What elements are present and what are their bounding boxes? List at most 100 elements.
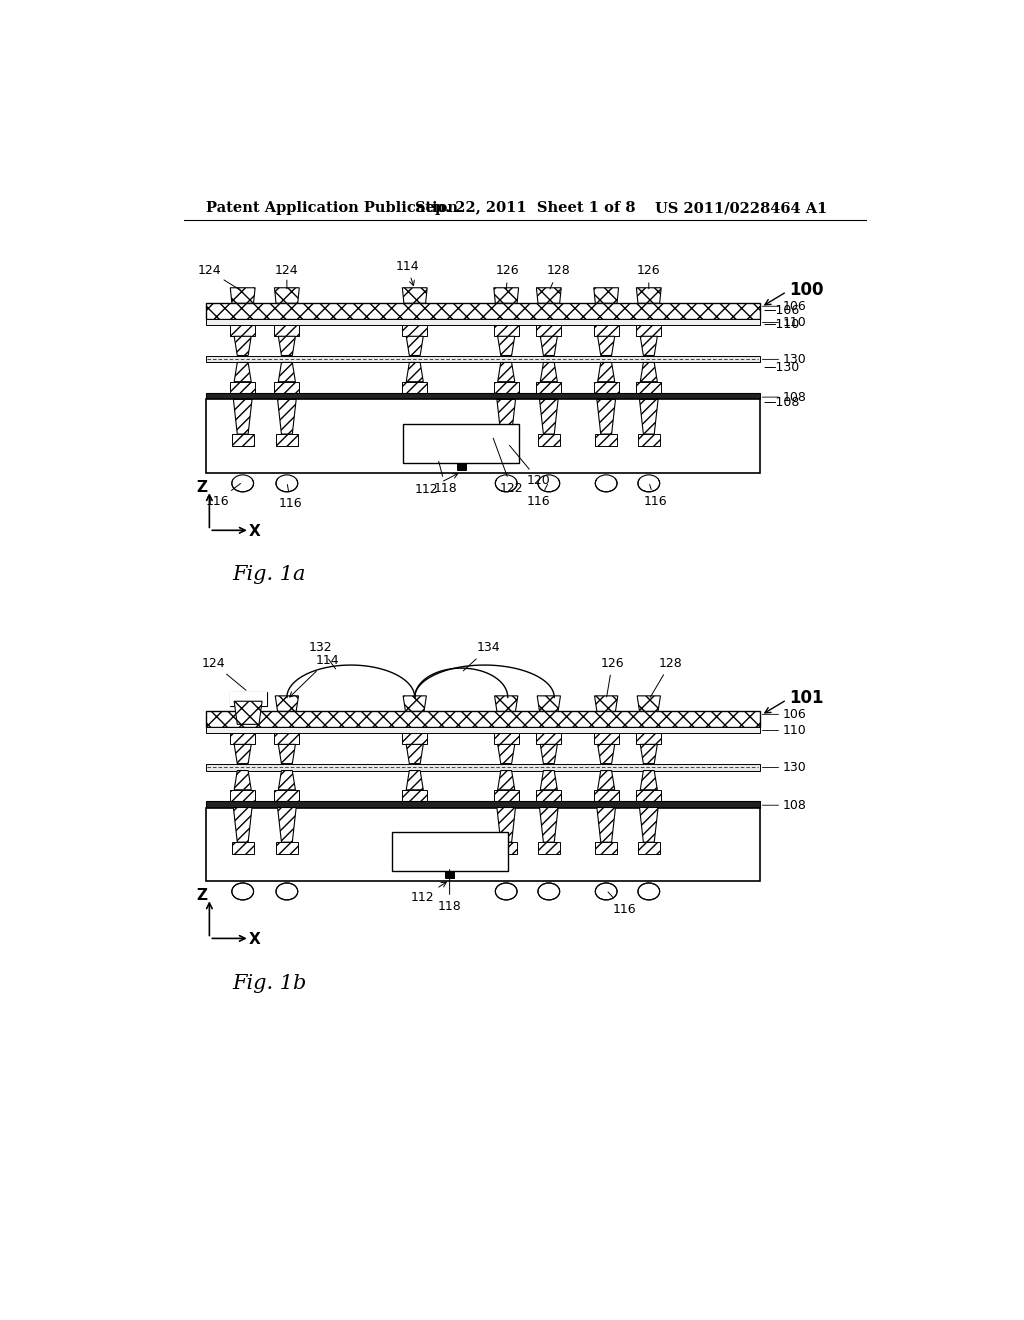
Polygon shape: [407, 744, 423, 763]
Polygon shape: [234, 363, 251, 381]
Text: Patent Application Publication: Patent Application Publication: [206, 202, 458, 215]
Text: 128: 128: [546, 264, 570, 289]
Ellipse shape: [231, 883, 254, 900]
Polygon shape: [234, 701, 262, 725]
Bar: [402, 325, 427, 337]
Polygon shape: [498, 363, 515, 381]
Text: 110: 110: [783, 723, 807, 737]
Text: 126: 126: [600, 656, 625, 697]
Ellipse shape: [276, 475, 298, 492]
Bar: [229, 692, 266, 706]
Ellipse shape: [496, 475, 517, 492]
Text: —106: —106: [764, 305, 800, 317]
Polygon shape: [594, 288, 618, 304]
Bar: [206, 726, 760, 733]
Polygon shape: [640, 808, 658, 842]
Bar: [496, 434, 517, 446]
Bar: [206, 318, 760, 325]
Text: X: X: [249, 524, 260, 540]
Text: 106: 106: [783, 300, 807, 313]
Bar: [206, 400, 760, 473]
Polygon shape: [279, 744, 295, 763]
Bar: [231, 434, 254, 446]
Bar: [274, 381, 299, 393]
Text: 116: 116: [527, 484, 551, 508]
Text: Sep. 22, 2011  Sheet 1 of 8: Sep. 22, 2011 Sheet 1 of 8: [415, 202, 635, 215]
Polygon shape: [598, 771, 614, 789]
Text: 112: 112: [415, 474, 458, 496]
Polygon shape: [403, 696, 426, 711]
Bar: [274, 325, 299, 337]
Text: X: X: [249, 932, 260, 948]
Text: 116: 116: [206, 483, 241, 508]
Polygon shape: [402, 288, 427, 304]
Bar: [403, 424, 519, 462]
Bar: [537, 381, 561, 393]
Text: Fig. 1b: Fig. 1b: [232, 974, 307, 993]
Text: 120: 120: [510, 445, 551, 487]
Polygon shape: [233, 808, 252, 842]
Polygon shape: [234, 771, 251, 789]
Bar: [278, 474, 296, 487]
Polygon shape: [233, 400, 252, 434]
Bar: [402, 381, 427, 393]
Polygon shape: [407, 363, 423, 381]
Bar: [206, 393, 760, 400]
Bar: [538, 842, 560, 854]
Polygon shape: [407, 337, 423, 355]
Bar: [636, 325, 662, 337]
Text: 130: 130: [783, 352, 807, 366]
Polygon shape: [597, 808, 615, 842]
Bar: [230, 789, 255, 801]
Bar: [206, 808, 760, 880]
Text: 114: 114: [395, 260, 419, 285]
Ellipse shape: [496, 883, 517, 900]
Polygon shape: [640, 363, 657, 381]
Text: —108: —108: [764, 396, 800, 409]
Text: 116: 116: [608, 892, 636, 916]
Ellipse shape: [276, 883, 298, 900]
Ellipse shape: [638, 883, 659, 900]
Text: 110: 110: [783, 315, 807, 329]
Polygon shape: [640, 771, 657, 789]
Bar: [594, 789, 618, 801]
Text: 112: 112: [411, 882, 446, 904]
Polygon shape: [498, 771, 515, 789]
Text: Z: Z: [197, 888, 207, 903]
Bar: [537, 733, 561, 744]
Polygon shape: [275, 696, 299, 711]
Polygon shape: [598, 337, 614, 355]
Polygon shape: [279, 363, 295, 381]
Text: Z: Z: [197, 479, 207, 495]
Bar: [597, 474, 615, 487]
Bar: [640, 474, 658, 487]
Polygon shape: [498, 744, 515, 763]
Polygon shape: [541, 744, 557, 763]
Polygon shape: [538, 696, 560, 711]
Text: 108: 108: [783, 391, 807, 404]
Bar: [494, 325, 518, 337]
Bar: [402, 789, 427, 801]
Bar: [595, 434, 617, 446]
Ellipse shape: [595, 883, 617, 900]
Text: 101: 101: [790, 689, 823, 708]
Bar: [402, 733, 427, 744]
Bar: [274, 789, 299, 801]
Bar: [233, 474, 252, 487]
Bar: [276, 434, 298, 446]
Text: 114: 114: [290, 653, 340, 697]
Text: 134: 134: [463, 642, 500, 671]
Ellipse shape: [538, 475, 560, 492]
Ellipse shape: [538, 883, 560, 900]
Text: 132: 132: [308, 642, 336, 669]
Polygon shape: [540, 400, 558, 434]
Polygon shape: [598, 363, 614, 381]
Polygon shape: [407, 771, 423, 789]
Ellipse shape: [231, 475, 254, 492]
Bar: [457, 462, 466, 470]
Text: 128: 128: [650, 656, 682, 697]
Bar: [494, 789, 518, 801]
Text: 126: 126: [496, 264, 519, 289]
Polygon shape: [595, 696, 617, 711]
Bar: [540, 474, 558, 487]
